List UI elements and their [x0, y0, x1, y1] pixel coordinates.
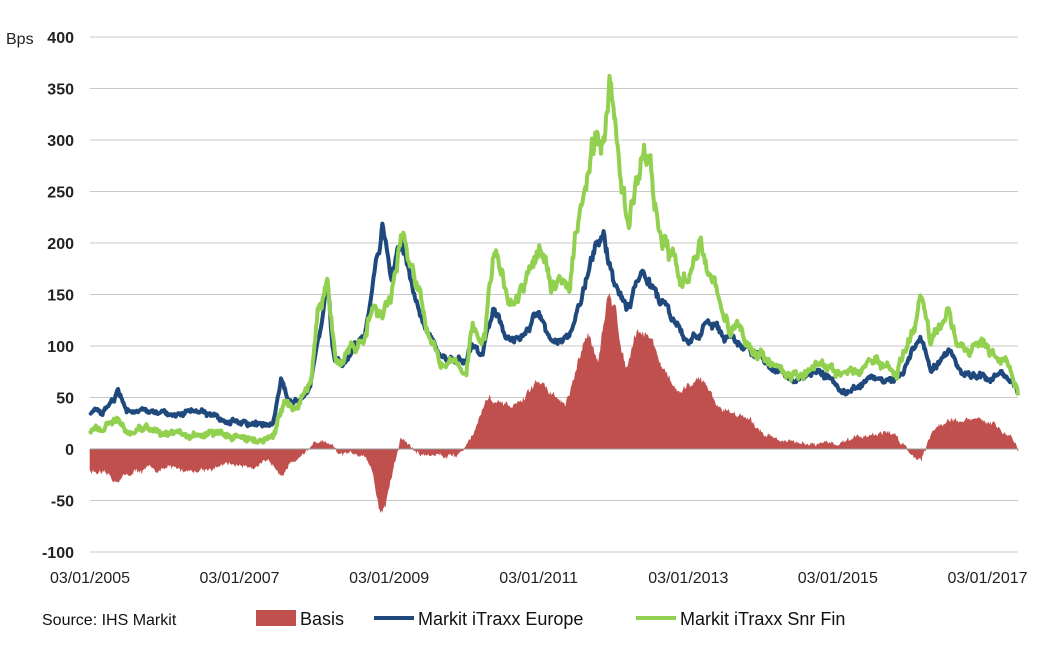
series-basis-area: [89, 292, 1019, 514]
y-tick-label: -100: [42, 545, 74, 562]
x-tick-label: 03/01/2007: [199, 570, 279, 587]
y-tick-label: 150: [47, 288, 74, 305]
x-axis-ticks: 03/01/2005 03/01/2007 03/01/2009 03/01/2011…: [50, 570, 1028, 587]
y-tick-label: 350: [47, 82, 74, 99]
x-tick-label: 03/01/2013: [648, 570, 728, 587]
y-tick-label: 200: [47, 236, 74, 253]
plot-area: [88, 73, 1020, 514]
x-tick-label: 03/01/2009: [349, 570, 429, 587]
legend-label-snrfin: Markit iTraxx Snr Fin: [680, 609, 845, 629]
x-tick-label: 03/01/2015: [798, 570, 878, 587]
x-tick-label: 03/01/2005: [50, 570, 130, 587]
series-snrfin-line: [88, 73, 1020, 445]
legend-label-basis: Basis: [300, 609, 344, 629]
x-tick-label: 03/01/2011: [499, 570, 578, 587]
y-tick-label: 400: [47, 30, 74, 47]
legend-label-europe: Markit iTraxx Europe: [418, 609, 583, 629]
y-tick-label: -50: [51, 494, 74, 511]
series-europe-line: [88, 221, 1020, 429]
gridlines: [90, 36, 1018, 553]
y-axis-ticks: -100 -50 0 50 100 150 200 250 300 350 400: [42, 30, 74, 562]
y-tick-label: 100: [47, 339, 74, 356]
legend: Basis Markit iTraxx Europe Markit iTraxx S…: [256, 609, 845, 629]
y-tick-label: 250: [47, 185, 74, 202]
y-tick-label: 50: [56, 391, 74, 408]
source-note: Source: IHS Markit: [42, 612, 177, 629]
y-tick-label: 300: [47, 133, 74, 150]
y-tick-label: 0: [65, 442, 74, 459]
legend-swatch-basis: [256, 610, 296, 626]
x-tick-label: 03/01/2017: [947, 570, 1027, 587]
y-axis-label: Bps: [6, 31, 34, 48]
